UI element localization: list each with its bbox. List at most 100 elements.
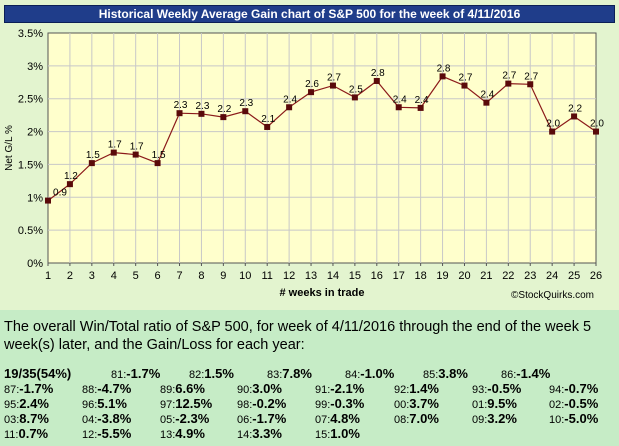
year-result: 85:3.8% bbox=[423, 366, 468, 383]
year-label: 09: bbox=[472, 414, 488, 426]
year-label: 97: bbox=[160, 399, 176, 411]
data-point bbox=[439, 73, 446, 80]
data-point bbox=[198, 110, 205, 117]
year-label: 03: bbox=[4, 414, 20, 426]
y-tick-label: 0.5% bbox=[18, 225, 43, 237]
data-point bbox=[286, 104, 293, 111]
data-point bbox=[88, 160, 95, 167]
data-point bbox=[483, 99, 490, 106]
year-result: 95:2.4% bbox=[4, 396, 49, 413]
year-gain: 8.7% bbox=[19, 411, 49, 426]
year-label: 84: bbox=[345, 369, 361, 381]
year-gain: -0.7% bbox=[564, 381, 599, 396]
year-label: 85: bbox=[423, 369, 439, 381]
x-tick-label: 11 bbox=[261, 270, 272, 282]
y-axis-title: Net G/L % bbox=[4, 125, 15, 171]
year-gain: 1.5% bbox=[204, 366, 234, 381]
year-result: 11:0.7% bbox=[4, 426, 48, 443]
year-result: 07:4.8% bbox=[315, 411, 360, 428]
data-label: 2.4 bbox=[393, 94, 407, 105]
year-result: 93:-0.5% bbox=[472, 381, 521, 398]
data-point bbox=[66, 181, 73, 188]
year-label: 08: bbox=[394, 414, 410, 426]
year-result: 97:12.5% bbox=[160, 396, 212, 413]
year-gain: -1.7% bbox=[252, 411, 287, 426]
data-label: 1.5 bbox=[86, 150, 100, 161]
data-point bbox=[395, 104, 402, 111]
year-label: 12: bbox=[82, 429, 98, 441]
year-row: 19/35(54%) 81:-1.7% 82:1.5% 83:7.8% 84:-1.0%… bbox=[4, 366, 618, 381]
y-tick-label: 2% bbox=[27, 127, 43, 139]
y-tick-label: 1.5% bbox=[18, 159, 43, 171]
data-label: 2.4 bbox=[480, 90, 494, 101]
x-axis-title: # weeks in trade bbox=[280, 287, 365, 299]
year-result: 89:6.6% bbox=[160, 381, 205, 398]
year-label: 88: bbox=[82, 384, 98, 396]
year-result: 98:-0.2% bbox=[237, 396, 286, 413]
year-label: 01: bbox=[472, 399, 488, 411]
year-result: 99:-0.3% bbox=[315, 396, 364, 413]
year-result: 81:-1.7% bbox=[111, 366, 160, 383]
x-tick-label: 20 bbox=[458, 270, 470, 282]
year-row: 03:8.7% 04:-3.8% 05:-2.3% 06:-1.7% 07:4.8% 08… bbox=[4, 411, 618, 426]
year-result: 04:-3.8% bbox=[82, 411, 131, 428]
data-label: 2.6 bbox=[305, 79, 319, 90]
x-tick-label: 16 bbox=[371, 270, 383, 282]
x-tick-label: 21 bbox=[480, 270, 492, 282]
x-tick-label: 13 bbox=[305, 270, 317, 282]
data-label: 2.7 bbox=[524, 71, 538, 82]
year-gain: -4.7% bbox=[97, 381, 132, 396]
x-tick-label: 24 bbox=[546, 270, 558, 282]
year-gain: 7.8% bbox=[282, 366, 312, 381]
year-label: 89: bbox=[160, 384, 176, 396]
x-tick-label: 15 bbox=[349, 270, 361, 282]
series-line bbox=[47, 75, 597, 202]
x-tick-label: 3 bbox=[89, 270, 95, 282]
year-gain: -1.4% bbox=[516, 366, 551, 381]
data-label: 2.7 bbox=[502, 71, 516, 82]
year-gain: -2.3% bbox=[175, 411, 210, 426]
y-tick-label: 3% bbox=[27, 61, 43, 73]
x-tick-label: 19 bbox=[436, 270, 448, 282]
data-label: 2.3 bbox=[195, 101, 209, 112]
data-point bbox=[593, 128, 599, 135]
year-result: 84:-1.0% bbox=[345, 366, 394, 383]
data-label: 2.0 bbox=[546, 119, 560, 130]
data-point bbox=[329, 82, 336, 89]
year-label: 98: bbox=[237, 399, 253, 411]
x-tick-label: 14 bbox=[327, 270, 339, 282]
win-total-ratio: 19/35(54%) bbox=[4, 366, 72, 381]
y-tick-label: 2.5% bbox=[18, 94, 43, 106]
year-gain: 2.4% bbox=[19, 396, 49, 411]
year-label: 87: bbox=[4, 384, 20, 396]
year-label: 10: bbox=[549, 414, 565, 426]
year-gain: 12.5% bbox=[175, 396, 213, 411]
data-label: 2.2 bbox=[217, 104, 231, 115]
year-gain: -0.5% bbox=[564, 396, 599, 411]
year-gain: -1.7% bbox=[19, 381, 54, 396]
year-label: 82: bbox=[189, 369, 205, 381]
data-point bbox=[264, 123, 271, 130]
year-result: 94:-0.7% bbox=[549, 381, 598, 398]
year-label: 83: bbox=[267, 369, 283, 381]
year-label: 15: bbox=[315, 429, 331, 441]
year-label: 92: bbox=[394, 384, 410, 396]
data-label: 2.8 bbox=[437, 63, 451, 74]
year-gain: -3.8% bbox=[97, 411, 132, 426]
year-result: 96:5.1% bbox=[82, 396, 127, 413]
data-point bbox=[308, 89, 315, 96]
plot-area bbox=[47, 32, 597, 264]
data-label: 2.3 bbox=[239, 98, 253, 109]
data-point bbox=[176, 110, 183, 117]
year-result: 06:-1.7% bbox=[237, 411, 286, 428]
x-tick-label: 22 bbox=[502, 270, 514, 282]
year-result: 91:-2.1% bbox=[315, 381, 364, 398]
year-result: 90:3.0% bbox=[237, 381, 282, 398]
year-result: 10:-5.0% bbox=[549, 411, 598, 428]
data-label: 2.7 bbox=[327, 73, 341, 84]
data-point bbox=[132, 151, 139, 158]
x-tick-label: 6 bbox=[155, 270, 161, 282]
year-result: 92:1.4% bbox=[394, 381, 439, 398]
year-result: 87:-1.7% bbox=[4, 381, 53, 398]
watermark: ©StockQuirks.com bbox=[511, 290, 594, 301]
